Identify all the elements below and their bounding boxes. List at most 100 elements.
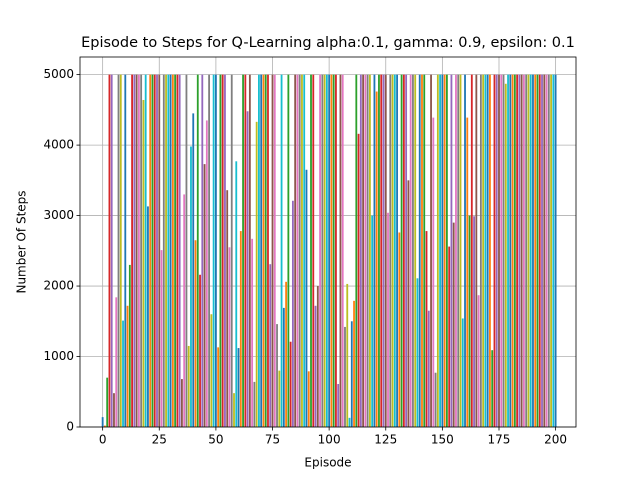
bar xyxy=(423,74,426,427)
bar xyxy=(149,74,152,427)
x-tick-label: 175 xyxy=(488,433,511,447)
bar xyxy=(271,74,274,427)
bar xyxy=(513,74,516,427)
bar xyxy=(455,74,457,427)
bar xyxy=(196,74,199,427)
bar xyxy=(264,74,267,427)
bar xyxy=(421,74,423,427)
bar xyxy=(185,74,188,427)
bar xyxy=(536,74,539,427)
bar xyxy=(192,113,195,427)
x-tick-label: 0 xyxy=(99,433,107,447)
bar xyxy=(353,300,355,427)
axes-frame xyxy=(79,56,577,428)
bar xyxy=(194,240,197,427)
bar xyxy=(214,74,217,427)
bar xyxy=(380,74,383,427)
bar xyxy=(251,238,254,427)
x-tick-label: 75 xyxy=(265,433,280,447)
bar xyxy=(248,74,251,427)
bar xyxy=(335,74,337,427)
bar xyxy=(477,295,480,427)
bar xyxy=(532,74,534,427)
bar xyxy=(328,74,331,427)
bar xyxy=(457,74,460,427)
bar xyxy=(337,384,340,427)
bar xyxy=(190,146,192,427)
y-tick-label: 1000 xyxy=(43,349,74,363)
bar xyxy=(162,74,165,427)
bar xyxy=(387,212,389,427)
bar xyxy=(366,74,369,427)
bar xyxy=(355,74,358,427)
bar xyxy=(491,350,494,427)
bar xyxy=(212,74,215,427)
bar xyxy=(201,74,204,427)
bar xyxy=(464,74,466,427)
bar xyxy=(199,274,201,427)
x-tick-label: 150 xyxy=(431,433,454,447)
bar xyxy=(126,305,129,427)
bar xyxy=(151,74,154,427)
bar xyxy=(389,74,392,427)
bar xyxy=(432,117,435,427)
bar xyxy=(307,371,310,427)
bar xyxy=(305,169,308,427)
bar xyxy=(495,74,498,427)
bar xyxy=(523,74,525,427)
y-tick-label: 5000 xyxy=(43,67,74,81)
bar xyxy=(516,74,519,427)
y-tick-label: 4000 xyxy=(43,138,74,152)
bar xyxy=(142,99,145,427)
bar xyxy=(187,345,190,427)
bar xyxy=(520,74,523,427)
bar xyxy=(547,74,550,427)
bar xyxy=(167,74,170,427)
bar xyxy=(124,74,127,427)
bar xyxy=(301,74,303,427)
bar xyxy=(239,231,242,427)
bar xyxy=(450,74,453,427)
bar xyxy=(452,222,455,427)
bar xyxy=(362,74,365,427)
bar xyxy=(276,324,278,427)
y-tick-label: 0 xyxy=(66,420,74,434)
bar xyxy=(409,74,412,427)
bar xyxy=(323,74,326,427)
bar xyxy=(144,74,147,427)
x-tick-label: 200 xyxy=(544,433,567,447)
bar xyxy=(280,74,283,427)
bar xyxy=(382,74,385,427)
y-tick-label: 2000 xyxy=(43,279,74,293)
bar xyxy=(282,307,285,427)
bar xyxy=(226,190,229,427)
bar xyxy=(357,133,360,428)
bar xyxy=(262,74,265,427)
bar xyxy=(375,91,378,428)
bar xyxy=(384,74,387,427)
bar xyxy=(425,231,428,427)
bar xyxy=(396,74,398,427)
bar xyxy=(203,164,206,427)
bar xyxy=(237,348,240,427)
bar xyxy=(325,74,328,427)
bar xyxy=(430,74,432,427)
bar xyxy=(147,206,149,427)
bar xyxy=(350,321,353,427)
bar xyxy=(255,121,258,427)
bar xyxy=(459,74,462,427)
bars xyxy=(101,74,557,428)
bar xyxy=(529,74,532,427)
bar xyxy=(160,250,163,427)
bar xyxy=(436,74,439,427)
bar xyxy=(502,74,505,427)
bar xyxy=(332,74,335,427)
bar xyxy=(310,74,312,427)
bar xyxy=(108,74,111,427)
bar xyxy=(267,74,269,427)
bar xyxy=(113,393,115,427)
bar xyxy=(153,74,156,427)
bar xyxy=(156,74,158,427)
bar xyxy=(119,74,122,427)
